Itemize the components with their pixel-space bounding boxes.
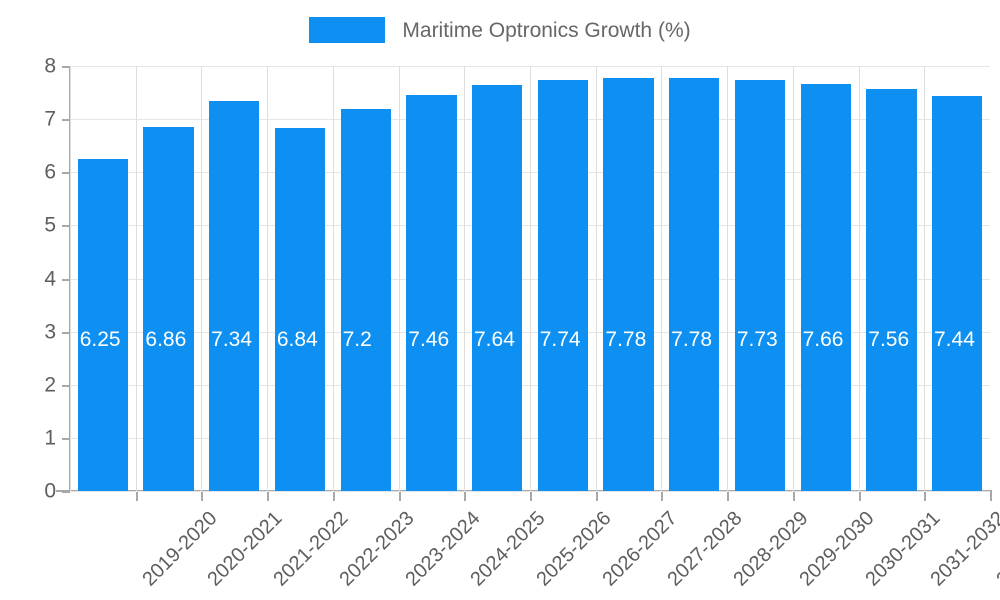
bar-value-label: 6.86 [145, 327, 187, 351]
y-axis-tick-label: 4 [44, 267, 56, 290]
x-axis-tick-mark [464, 492, 466, 501]
y-axis-tick-label: 8 [44, 54, 56, 78]
bar[interactable] [866, 89, 917, 491]
y-axis-tick-label: 6 [44, 160, 56, 184]
bar[interactable] [472, 85, 523, 491]
y-axis-tick-label: 3 [44, 320, 56, 344]
vertical-gridline [70, 66, 71, 491]
bar[interactable] [77, 158, 128, 491]
vertical-gridline [464, 66, 465, 491]
vertical-gridline [596, 66, 597, 491]
y-axis-tick-mark [62, 172, 70, 175]
y-axis-tick-label: 2 [44, 373, 56, 397]
bar[interactable] [143, 126, 194, 491]
x-axis-tick-mark [990, 492, 992, 501]
x-axis-tick-mark [596, 492, 598, 501]
vertical-gridline [201, 66, 202, 491]
y-axis-tick-mark [62, 278, 70, 281]
bar[interactable] [406, 94, 457, 491]
vertical-gridline [793, 66, 794, 491]
bar-value-label: 7.64 [474, 327, 515, 351]
vertical-gridline [530, 66, 531, 491]
bar[interactable] [800, 84, 851, 491]
bar-value-label: 7.73 [736, 327, 778, 351]
bar[interactable] [537, 79, 588, 491]
bar[interactable] [734, 80, 786, 491]
bar[interactable] [209, 101, 260, 491]
gridlines [70, 66, 990, 492]
vertical-gridline [924, 66, 925, 491]
vertical-gridline [859, 66, 860, 491]
bar-value-label: 7.2 [342, 327, 372, 351]
x-axis-tick-mark [399, 492, 401, 501]
bar-value-label: 7.66 [802, 327, 844, 351]
legend-swatch-icon [309, 17, 386, 43]
x-axis-tick-mark [859, 492, 861, 501]
x-axis-tick-mark [530, 492, 532, 501]
horizontal-gridline [70, 491, 990, 492]
y-axis-tick-mark [62, 225, 70, 228]
y-axis-tick-mark [62, 384, 70, 387]
bar[interactable] [274, 127, 326, 491]
vertical-gridline [267, 66, 268, 491]
x-axis-tick-mark [201, 492, 203, 501]
y-axis-tick-label: 7 [44, 107, 56, 131]
bar-value-label: 6.84 [276, 327, 318, 351]
vertical-gridline [333, 66, 334, 491]
x-axis-tick-mark [924, 492, 926, 501]
y-axis-tick-label: 0 [44, 479, 56, 503]
x-axis-tick-mark [136, 492, 138, 501]
vertical-gridline [661, 66, 662, 491]
bar-value-label: 7.44 [934, 327, 975, 351]
bar[interactable] [603, 77, 654, 491]
y-axis-tick-label: 1 [44, 426, 56, 450]
bar-value-label: 6.25 [79, 327, 121, 351]
bar-value-label: 7.74 [539, 327, 581, 351]
bar-value-label: 7.56 [868, 327, 910, 351]
x-axis-tick-mark [727, 492, 729, 501]
vertical-gridline [727, 66, 728, 491]
x-axis-tick-mark [333, 492, 335, 501]
bar[interactable] [340, 108, 391, 491]
vertical-gridline [136, 66, 137, 491]
x-axis-tick-mark [793, 492, 795, 501]
y-axis-tick-mark [62, 437, 70, 440]
bar-value-label: 7.78 [605, 327, 647, 351]
x-axis-tick-mark [267, 492, 269, 501]
plot-area: 6.25 6.86 7.34 6.84 7.2 7.46 7.64 7.74 7.78 7.78 7… [70, 66, 990, 491]
y-axis-tick-label: 5 [44, 213, 56, 237]
y-axis-tick-mark [62, 491, 70, 493]
bar[interactable] [932, 95, 983, 491]
legend-item-maritime-optronics-growth[interactable]: Maritime Optronics Growth (%) [309, 17, 691, 43]
chart-legend: Maritime Optronics Growth (%) [0, 10, 1000, 50]
bar-value-label: 7.46 [408, 327, 450, 351]
y-axis-tick-mark [62, 331, 70, 334]
y-axis-tick-mark [62, 66, 70, 68]
y-axis-tick-mark [62, 119, 70, 122]
y-axis-ticks: 0 1 2 3 4 5 6 7 8 [32, 0, 56, 600]
bar[interactable] [669, 77, 720, 491]
vertical-gridline [399, 66, 400, 491]
x-axis-tick-mark [661, 492, 663, 501]
bar-value-label: 7.34 [211, 327, 253, 351]
bar-value-label: 7.78 [671, 327, 713, 351]
legend-label: Maritime Optronics Growth (%) [402, 18, 691, 42]
